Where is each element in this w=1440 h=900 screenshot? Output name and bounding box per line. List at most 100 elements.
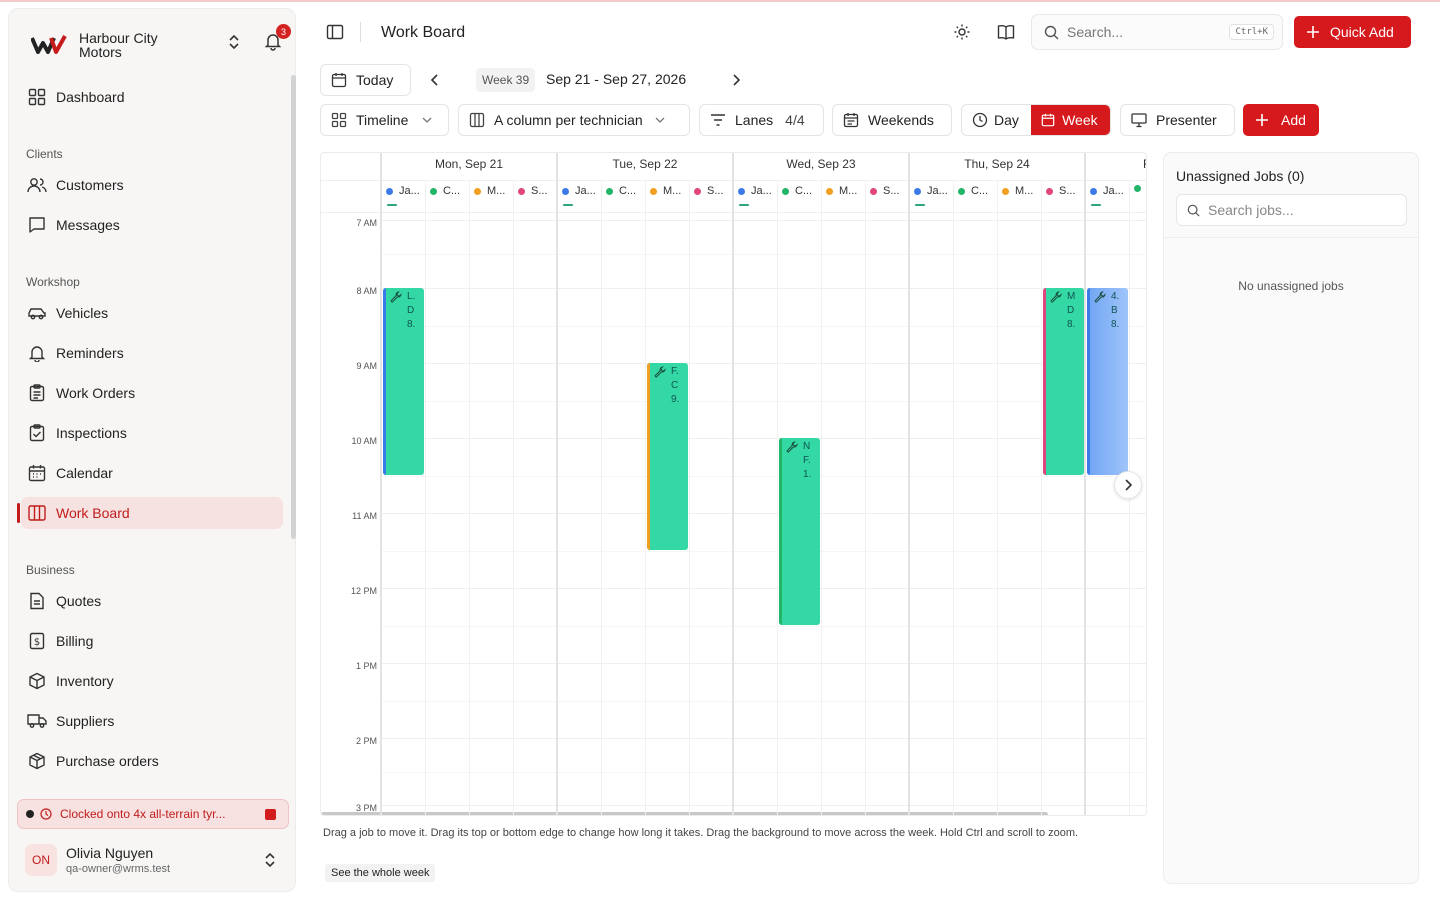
technician-lane-header[interactable]: M...	[650, 185, 681, 197]
weekends-toggle[interactable]: Weekends	[832, 104, 952, 136]
technician-lane-header[interactable]: C...	[430, 185, 460, 197]
global-search[interactable]: Search... Ctrl+K	[1031, 14, 1283, 50]
week-view-button[interactable]: Week	[1031, 105, 1110, 135]
unassigned-jobs-panel: Unassigned Jobs (0) Search jobs... No un…	[1163, 152, 1419, 884]
sidebar-item-billing[interactable]: $ Billing	[21, 625, 283, 657]
brand[interactable]: Harbour City Motors	[31, 31, 179, 59]
bell-icon[interactable]	[263, 31, 283, 51]
clipboard-icon	[27, 383, 47, 403]
book-icon[interactable]	[997, 23, 1015, 41]
job-card[interactable]: M D 8.	[1043, 288, 1084, 475]
presenter-button[interactable]: Presenter	[1120, 104, 1235, 136]
column-mode-select[interactable]: A column per technician	[458, 104, 690, 136]
sidebar-item-inspections[interactable]: Inspections	[21, 417, 283, 449]
bell-icon	[27, 343, 47, 363]
wrench-icon	[390, 291, 402, 303]
section-workshop: Workshop	[26, 275, 80, 289]
lane-line	[689, 180, 690, 815]
technician-lane-header[interactable]: S...	[518, 185, 548, 197]
sidebar-item-purchase-orders[interactable]: Purchase orders	[21, 745, 283, 777]
technician-name: S...	[707, 185, 724, 197]
unassigned-search-input[interactable]: Search jobs...	[1176, 194, 1407, 226]
add-job-button[interactable]: Add	[1243, 104, 1319, 136]
sidebar-item-vehicles[interactable]: Vehicles	[21, 297, 283, 329]
brand-name: Harbour City Motors	[79, 30, 158, 60]
sidebar-scrollbar[interactable]	[291, 75, 296, 539]
today-button[interactable]: Today	[320, 64, 411, 96]
lanes-count: 4/4	[785, 112, 805, 128]
stop-timer-button[interactable]	[265, 809, 276, 820]
technician-color-dot	[694, 187, 701, 195]
job-card[interactable]: N F. 1.	[779, 438, 820, 625]
job-card[interactable]: L. D 8.	[383, 288, 424, 475]
scroll-right-button[interactable]	[1114, 471, 1142, 499]
technician-lane-header[interactable]: Ja...	[1090, 185, 1124, 197]
see-whole-week-button[interactable]: See the whole week	[325, 864, 436, 882]
day-view-button[interactable]: Day	[962, 105, 1031, 135]
clipboard-check-icon	[27, 423, 47, 443]
technician-lane-header[interactable]: S...	[1046, 185, 1076, 197]
sidebar-item-customers[interactable]: Customers	[21, 169, 283, 201]
technician-lane-header[interactable]: M...	[474, 185, 505, 197]
chevron-up-down-icon[interactable]	[227, 33, 241, 51]
quick-add-button[interactable]: Quick Add	[1294, 16, 1411, 48]
brand-logo-icon	[31, 35, 67, 54]
job-text: F.	[803, 455, 811, 466]
technician-lane-header[interactable]	[1134, 185, 1146, 192]
sidebar-item-inventory[interactable]: Inventory	[21, 665, 283, 697]
technician-lane-header[interactable]: C...	[782, 185, 812, 197]
car-icon	[27, 303, 47, 323]
sidebar-item-messages[interactable]: Messages	[21, 209, 283, 241]
time-label: 11 AM	[352, 511, 377, 521]
half-hour-line	[381, 476, 1146, 477]
lane-indicator	[563, 204, 573, 206]
sun-icon[interactable]	[953, 23, 971, 41]
lane-line	[513, 180, 514, 815]
lanes-button[interactable]: Lanes 4/4	[699, 104, 824, 136]
day-separator	[732, 153, 734, 815]
job-text: 9.	[671, 394, 680, 405]
sidebar-item-label: Customers	[56, 177, 124, 193]
user-menu[interactable]: ON Olivia Nguyen qa-owner@wrms.test	[17, 837, 289, 883]
technician-name: M...	[663, 185, 682, 197]
hour-line	[381, 438, 1146, 439]
sidebar-item-calendar[interactable]: Calendar	[21, 457, 283, 489]
technician-lane-header[interactable]: S...	[694, 185, 724, 197]
technician-lane-header[interactable]: Ja...	[386, 185, 420, 197]
column-mode-label: A column per technician	[494, 112, 643, 128]
technician-lane-header[interactable]: C...	[958, 185, 988, 197]
technician-lane-header[interactable]: Ja...	[738, 185, 772, 197]
technician-lane-header[interactable]: S...	[870, 185, 900, 197]
lane-line	[777, 180, 778, 815]
technician-lane-header[interactable]: Ja...	[914, 185, 948, 197]
board-horizontal-scrollbar[interactable]	[321, 812, 1048, 815]
timeline-select[interactable]: Timeline	[320, 104, 449, 136]
job-card[interactable]: F. C 9.	[647, 363, 688, 550]
sidebar-item-reminders[interactable]: Reminders	[21, 337, 283, 369]
day-header: Thu, Sep 24	[964, 157, 1030, 171]
job-text: D	[1067, 305, 1075, 316]
sidebar-item-work-board[interactable]: Work Board	[17, 497, 283, 529]
technician-lane-header[interactable]: C...	[606, 185, 636, 197]
sidebar-item-quotes[interactable]: Quotes	[21, 585, 283, 617]
half-hour-line	[381, 701, 1146, 702]
previous-week-icon[interactable]	[430, 74, 440, 86]
clock-banner[interactable]: Clocked onto 4x all-terrain tyr...	[17, 799, 289, 829]
sidebar-item-dashboard[interactable]: Dashboard	[21, 81, 283, 113]
job-card[interactable]: 4. B 8.	[1087, 288, 1128, 475]
lane-line	[997, 180, 998, 815]
weekends-label: Weekends	[868, 112, 934, 128]
technician-lane-header[interactable]: M...	[1002, 185, 1033, 197]
next-week-icon[interactable]	[731, 74, 741, 86]
job-status-stripe	[383, 288, 386, 475]
time-label: 9 AM	[356, 361, 377, 371]
technician-lane-header[interactable]: M...	[826, 185, 857, 197]
presenter-label: Presenter	[1156, 112, 1217, 128]
half-hour-line	[381, 772, 1146, 773]
technician-lane-header[interactable]: Ja...	[562, 185, 596, 197]
work-board-grid[interactable]: 7 AM 8 AM 9 AM 10 AM 11 AM 12 PM 1 PM 2 PM 3 PM M…	[320, 152, 1147, 816]
sidebar-toggle-icon[interactable]	[326, 24, 344, 40]
sidebar-item-suppliers[interactable]: Suppliers	[21, 705, 283, 737]
technician-name: M...	[1015, 185, 1034, 197]
sidebar-item-work-orders[interactable]: Work Orders	[21, 377, 283, 409]
